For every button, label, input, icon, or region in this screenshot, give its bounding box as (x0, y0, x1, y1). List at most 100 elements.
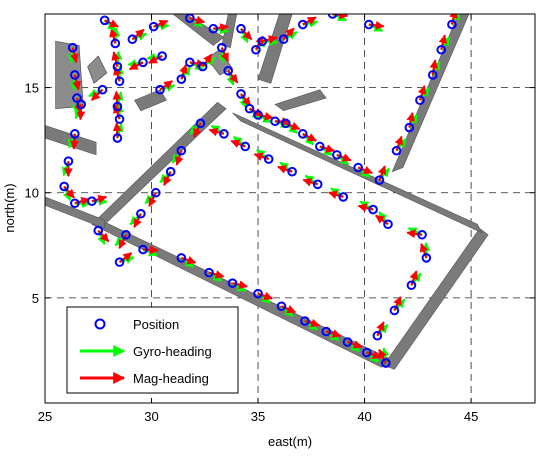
mag-heading-arrow (409, 270, 418, 286)
mag-heading-arrow (376, 321, 385, 337)
position-point (157, 51, 167, 61)
mag-heading-arrow (281, 304, 297, 314)
position-point (300, 316, 310, 326)
position-point (138, 57, 148, 68)
position-point (417, 229, 427, 240)
position-point (263, 154, 274, 164)
legend-mag-label: Mag-heading (133, 371, 209, 386)
position-point (195, 118, 206, 129)
position-point (112, 61, 123, 72)
mag-heading-arrow (282, 27, 295, 40)
mag-heading-arrow (302, 178, 319, 187)
mag-heading-arrow (70, 47, 79, 64)
mag-heading-arrow (257, 291, 274, 301)
x-axis-label: east(m) (268, 434, 312, 449)
position-point (63, 156, 74, 166)
mag-heading-arrow (175, 150, 184, 166)
mag-heading-arrow (302, 16, 317, 26)
mag-heading-arrow (180, 256, 197, 265)
obstacle (87, 55, 108, 84)
legend: Position Gyro-heading Mag-heading (66, 306, 239, 394)
mag-heading-arrow (406, 229, 423, 239)
x-tick-label: 40 (357, 409, 371, 424)
wall-segment (134, 89, 167, 112)
mag-heading-arrow (257, 111, 274, 121)
position-point (227, 278, 238, 288)
mag-heading-arrow (148, 192, 157, 207)
mag-heading-arrow (63, 185, 75, 199)
mag-heading-arrow (112, 122, 122, 139)
position-point (280, 118, 291, 129)
mag-heading-arrow (262, 35, 278, 44)
position-point (257, 36, 268, 47)
mag-heading-arrow (393, 296, 402, 311)
position-point (59, 181, 69, 192)
mag-heading-arrow (438, 34, 448, 51)
position-point (204, 267, 214, 278)
position-point (321, 326, 332, 337)
position-point (185, 57, 195, 68)
position-point (76, 99, 87, 110)
mag-heading-arrow (179, 64, 188, 80)
position-point (70, 129, 80, 139)
position-point (297, 19, 308, 30)
position-point (93, 225, 104, 236)
position-point (240, 141, 251, 152)
position-point (236, 89, 246, 99)
mag-heading-arrow (133, 213, 142, 229)
mag-heading-arrow (220, 47, 230, 63)
position-point (287, 166, 297, 177)
mag-heading-arrow (449, 14, 458, 25)
position-point (148, 21, 159, 32)
position-point (114, 114, 125, 124)
position-point (361, 347, 372, 358)
x-tick-label: 35 (251, 409, 265, 424)
position-point (165, 166, 176, 177)
position-point (110, 38, 121, 49)
position-point (70, 198, 80, 209)
position-point (176, 145, 187, 156)
position-point (197, 61, 208, 72)
mag-heading-arrow (325, 329, 342, 338)
position-point (97, 84, 108, 95)
position-point (87, 196, 97, 206)
position-point (138, 244, 148, 255)
mag-heading-arrow (74, 97, 83, 114)
y-tick-label: 5 (32, 291, 39, 306)
position-point (368, 204, 378, 215)
position-point (364, 19, 374, 30)
legend-position-marker (94, 318, 106, 330)
wall-segment (232, 112, 483, 234)
mag-heading-arrow (189, 59, 206, 68)
mag-heading-arrow (304, 318, 321, 328)
mag-heading-arrow (240, 27, 253, 41)
position-point (176, 74, 187, 84)
x-tick-label: 45 (464, 409, 478, 424)
position-point (389, 305, 400, 316)
position-markers (59, 14, 457, 368)
mag-heading-arrow (128, 61, 144, 71)
mag-heading-arrow (109, 28, 118, 44)
mag-heading-arrow (111, 51, 120, 67)
position-point (155, 84, 165, 95)
position-point (381, 358, 391, 368)
mag-heading-arrow (394, 135, 404, 152)
position-point (383, 219, 393, 230)
mag-heading-arrow (153, 19, 169, 29)
position-point (208, 23, 219, 34)
mag-heading-arrow (201, 53, 213, 68)
position-point (278, 34, 289, 45)
legend-gyro-label: Gyro-heading (133, 344, 212, 359)
position-point (217, 42, 227, 53)
position-point (315, 141, 325, 152)
position-point (404, 122, 415, 133)
mag-heading-arrow (148, 55, 163, 64)
position-point (99, 15, 110, 26)
position-point (112, 133, 123, 143)
mag-heading-arrow (429, 59, 439, 76)
position-point (297, 129, 308, 139)
position-point (276, 301, 287, 312)
mag-heading-arrow (375, 214, 389, 226)
x-tick-label: 30 (144, 409, 158, 424)
mag-heading-arrow (104, 19, 120, 28)
